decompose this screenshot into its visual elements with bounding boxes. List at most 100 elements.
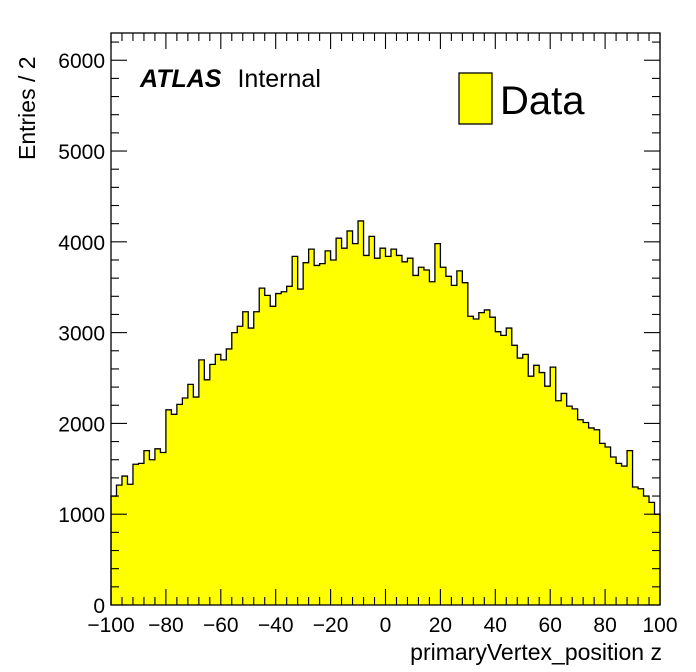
- histogram-bar: [621, 466, 628, 605]
- histogram-bar: [522, 354, 529, 605]
- x-tick-label: −100: [87, 614, 134, 637]
- histogram-bar: [396, 255, 403, 605]
- x-tick-label: 0: [380, 614, 392, 637]
- legend-swatch: [458, 72, 493, 125]
- y-tick-label: 4000: [58, 232, 105, 255]
- histogram-bar: [390, 249, 397, 606]
- histogram-bar: [451, 285, 458, 605]
- histogram-bar: [160, 452, 167, 605]
- histogram-bar: [303, 262, 310, 605]
- atlas-status-label: Internal: [237, 65, 320, 93]
- histogram-bar: [270, 306, 277, 605]
- histogram-bar: [638, 488, 644, 605]
- histogram-bar: [292, 256, 299, 605]
- histogram-bar: [511, 345, 518, 605]
- histogram-bar: [253, 311, 260, 605]
- y-tick-label: 5000: [58, 141, 105, 164]
- histogram-bar: [127, 484, 134, 605]
- histogram-bar: [325, 250, 331, 605]
- histogram-bar: [154, 448, 161, 605]
- histogram-bar: [248, 328, 255, 605]
- histogram-outline: [110, 220, 661, 605]
- histogram-bar: [517, 358, 524, 605]
- histogram-bar: [533, 365, 540, 605]
- histogram-bar: [594, 429, 601, 605]
- histogram-bar: [407, 258, 414, 605]
- y-axis-title: Entries / 2: [14, 56, 40, 160]
- histogram-bar: [445, 276, 452, 605]
- y-tick-label: 3000: [58, 323, 105, 346]
- histogram-bar: [478, 312, 485, 605]
- histogram-bar: [275, 293, 282, 605]
- histogram-bar: [264, 295, 271, 605]
- histogram-bar: [308, 249, 315, 606]
- axis-ticks: [110, 33, 661, 606]
- histogram-bar: [434, 243, 441, 605]
- histogram-bar: [138, 463, 145, 605]
- histogram-bar: [215, 354, 222, 605]
- x-tick-label: 40: [484, 614, 507, 637]
- histogram-bar: [649, 502, 655, 605]
- histogram-bar: [643, 496, 650, 605]
- histogram-bar: [495, 331, 502, 605]
- histogram-bar: [165, 409, 172, 605]
- histogram-bar: [171, 414, 178, 605]
- histogram-bar: [231, 332, 238, 605]
- histogram-bar: [347, 230, 353, 605]
- histogram-bar: [572, 408, 579, 605]
- x-tick-labels: −100 −80 −60 −40 −20 0 20 40 60 80 100: [87, 614, 677, 637]
- histogram-bar: [132, 464, 139, 605]
- histogram-bar: [577, 419, 584, 605]
- histogram-bar: [187, 384, 194, 605]
- histogram-bars: [111, 220, 661, 606]
- histogram-bar: [363, 255, 370, 605]
- histogram-bar: [467, 316, 474, 605]
- histogram-bar: [193, 397, 200, 605]
- histogram-bar: [358, 220, 364, 605]
- x-tick-label: −80: [148, 614, 184, 637]
- x-tick-label: 60: [539, 614, 562, 637]
- histogram-bar: [176, 404, 183, 605]
- x-tick-label: 100: [642, 614, 677, 637]
- histogram-bar: [440, 267, 447, 605]
- histogram-bar: [561, 393, 568, 605]
- histogram-bar: [401, 261, 408, 605]
- histogram-bar: [242, 311, 249, 605]
- x-tick-label: −60: [203, 614, 239, 637]
- y-tick-label: 0: [93, 595, 105, 618]
- histogram-bar: [149, 459, 156, 605]
- x-tick-label: −20: [313, 614, 349, 637]
- histogram-bar: [374, 258, 381, 605]
- histogram-bar: [380, 248, 386, 605]
- histogram-bar: [550, 367, 557, 605]
- histogram-bar: [330, 259, 337, 605]
- histogram-bar: [286, 286, 293, 605]
- histogram-bar: [281, 291, 288, 605]
- histogram-bar: [528, 376, 535, 605]
- histogram-bar: [627, 450, 633, 605]
- legend: Data: [458, 72, 585, 125]
- histogram-bar: [182, 397, 189, 605]
- histogram-bar: [418, 267, 425, 605]
- histogram-bar: [610, 457, 617, 605]
- histogram-bar: [198, 359, 205, 605]
- histogram-bar: [456, 270, 463, 605]
- histogram-bar: [226, 348, 233, 605]
- x-tick-label: 80: [593, 614, 616, 637]
- histogram-bar: [209, 364, 216, 605]
- histogram-bar: [583, 422, 590, 605]
- histogram-bar: [429, 281, 436, 605]
- legend-label: Data: [500, 79, 585, 123]
- y-tick-label: 1000: [58, 504, 105, 527]
- x-axis-title: primaryVertex_position z: [410, 639, 662, 665]
- histogram-bar: [489, 317, 496, 605]
- histogram-bar: [369, 236, 375, 605]
- histogram-bar: [352, 243, 359, 605]
- histogram-bar: [605, 447, 611, 605]
- histogram-bar: [336, 238, 342, 605]
- histogram-bar: [555, 400, 562, 605]
- y-tick-label: 2000: [58, 413, 105, 436]
- y-tick-label: 6000: [58, 50, 105, 73]
- histogram-bar: [385, 256, 392, 605]
- histogram-bar: [220, 359, 227, 605]
